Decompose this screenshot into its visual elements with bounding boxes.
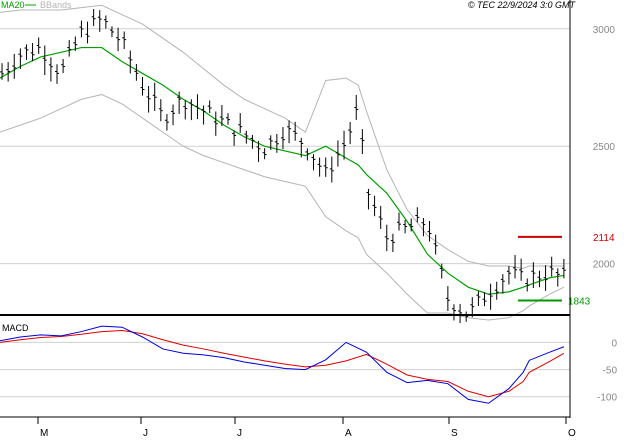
macd-panel: 0 -50 -100 — [0, 325, 618, 404]
macd-tick-label: 0 — [611, 338, 617, 349]
legend-ma20: MA20 — [1, 0, 25, 10]
price-panel: 3000 2500 2000 2114 1843 — [0, 4, 616, 323]
ma20-line — [0, 46, 564, 295]
macd-line — [0, 325, 565, 404]
macd-title: MACD — [2, 323, 29, 333]
macd-tick-label: -50 — [603, 366, 618, 377]
bb-lower-line — [0, 94, 565, 321]
legend-bbands: BBands — [40, 0, 72, 10]
x-tick-label: J — [143, 428, 148, 439]
chart-header: MA20 BBands © TEC 22/9/2024 3:0 GMT MACD — [1, 0, 576, 333]
price-tick-label: 2500 — [593, 142, 616, 153]
x-tick-label: M — [40, 428, 48, 439]
copyright-label: © TEC 22/9/2024 3:0 GMT — [468, 0, 577, 10]
resistance-label: 2114 — [593, 233, 615, 244]
x-tick-label: J — [237, 428, 242, 439]
x-tick-label: O — [568, 428, 576, 439]
price-tick-label: 3000 — [593, 25, 616, 36]
x-tick-label: A — [345, 428, 352, 439]
bb-upper-line — [0, 4, 564, 269]
signal-line — [0, 329, 565, 398]
support-label: 1843 — [568, 297, 591, 308]
price-tick-label: 2000 — [593, 260, 616, 271]
macd-tick-label: -100 — [597, 393, 617, 404]
x-tick-label: S — [451, 428, 458, 439]
